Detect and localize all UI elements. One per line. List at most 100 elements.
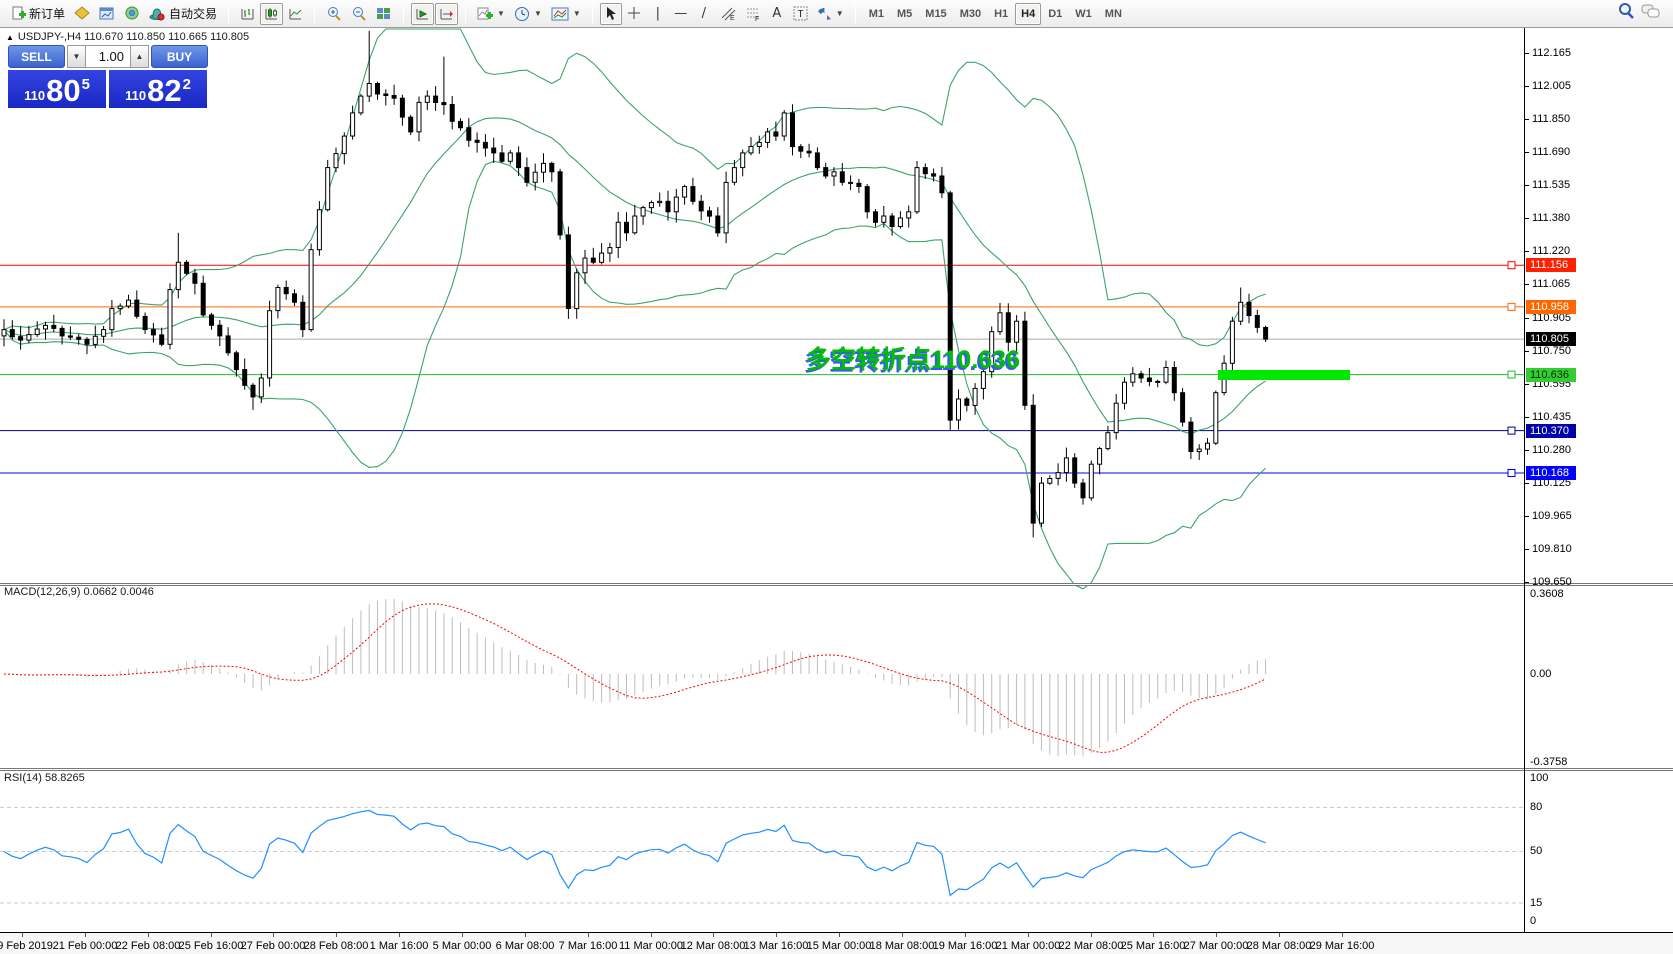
rsi-tick-label: 50 [1530, 845, 1543, 857]
volume-increase-button[interactable]: ▲ [130, 45, 149, 68]
text-label-button[interactable]: T [789, 3, 813, 25]
text-button[interactable]: A [772, 6, 782, 21]
price-tick-label: 111.850 [1532, 113, 1571, 126]
clock-icon [514, 6, 530, 22]
sell-price-prefix: 110 [24, 88, 46, 103]
rsi-tick-label: 15 [1530, 897, 1543, 909]
fibonacci-button[interactable]: F [741, 3, 765, 25]
vertical-line-button[interactable]: | [655, 6, 660, 21]
price-tick-label: 109.965 [1532, 509, 1572, 522]
indicators-button[interactable]: ▼ [473, 3, 509, 25]
timeframe-button-h1[interactable]: H1 [994, 7, 1009, 20]
buy-price-display[interactable]: 110 82 2 [109, 70, 207, 108]
line-chart-button[interactable] [284, 3, 307, 25]
rsi-tick-label: 100 [1530, 772, 1549, 784]
arrows-icon [817, 7, 832, 21]
templates-button[interactable]: ▼ [547, 3, 585, 25]
volume-decrease-button[interactable]: ▼ [67, 45, 86, 68]
macd-pane-separator[interactable] [0, 583, 1673, 586]
sell-price-display[interactable]: 110 80 5 [8, 70, 106, 108]
price-axis-border [1524, 28, 1525, 932]
time-tick-label: 13 Mar 16:00 [743, 940, 809, 952]
macd-tick-label: -0.3758 [1530, 756, 1568, 768]
crosshair-button[interactable] [623, 3, 646, 25]
time-tick-label: 27 Mar 00:00 [1183, 940, 1249, 952]
zoom-out-button[interactable] [347, 3, 371, 25]
timeframe-button-w1[interactable]: W1 [1075, 7, 1092, 20]
time-tick-label: 22 Feb 08:00 [115, 940, 181, 952]
search-icon[interactable] [1617, 2, 1635, 25]
metaeditor-icon [74, 6, 90, 21]
symbol-collapse-icon[interactable]: ▲ [6, 33, 14, 42]
time-tick-label: 28 Mar 08:00 [1246, 940, 1312, 952]
periods-button[interactable]: ▼ [510, 3, 546, 25]
new-order-icon [11, 6, 26, 21]
svg-text:F: F [755, 16, 759, 21]
price-tick-label: 110.435 [1532, 410, 1571, 423]
autoscroll-button[interactable] [411, 2, 435, 25]
cursor-button[interactable] [599, 2, 622, 25]
time-tick-label: 11 Mar 00:00 [618, 940, 684, 952]
time-tick-label: 27 Feb 00:00 [240, 940, 306, 952]
horizontal-line-button[interactable]: — [674, 6, 688, 21]
chat-icon[interactable] [1641, 3, 1661, 24]
time-tick [211, 933, 212, 937]
time-tick-label: 19 Mar 16:00 [932, 940, 998, 952]
volume-input[interactable] [86, 45, 130, 68]
price-level-tag: 110.958 [1526, 299, 1576, 314]
equidistant-channel-button[interactable]: E [716, 3, 740, 25]
time-tick-label: 12 Mar 08:00 [680, 940, 746, 952]
buy-button[interactable]: BUY [151, 45, 208, 68]
signals-button[interactable] [120, 3, 144, 25]
new-chart-button[interactable] [95, 3, 119, 25]
trendline-button[interactable]: / [701, 6, 706, 21]
bar-chart-button[interactable] [236, 3, 259, 25]
timeframe-button-mn[interactable]: MN [1104, 7, 1122, 20]
price-tick [1524, 482, 1529, 484]
time-tick-label: 28 Feb 08:00 [303, 940, 369, 952]
volume-stepper: ▼ ▲ [67, 45, 149, 68]
time-tick-label: 25 Mar 16:00 [1120, 940, 1186, 952]
price-level-tag: 110.168 [1526, 466, 1576, 480]
price-tick [1524, 582, 1529, 583]
timeframe-button-m1[interactable]: M1 [868, 7, 884, 20]
price-level-tag: 110.805 [1526, 332, 1576, 347]
buy-price-prefix: 110 [125, 88, 147, 103]
metaeditor-button[interactable] [70, 3, 94, 25]
time-tick [1153, 933, 1154, 937]
price-tick [1524, 119, 1529, 121]
time-tick-label: 5 Mar 00:00 [432, 940, 492, 952]
time-axis-strip[interactable] [0, 933, 1673, 954]
timeframe-button-m15[interactable]: M15 [925, 7, 947, 20]
bar-chart-icon [240, 6, 255, 21]
price-tick-label: 110.280 [1532, 443, 1571, 456]
thick-trendline[interactable] [1218, 370, 1350, 380]
autotrading-button[interactable]: 自动交易 [145, 3, 221, 25]
autotrading-icon [149, 6, 166, 21]
rsi-pane-separator[interactable] [0, 768, 1673, 771]
new-order-button[interactable]: 新订单 [7, 3, 69, 25]
zoom-in-icon [326, 6, 342, 22]
buy-price-big: 82 [147, 73, 182, 108]
candlestick-chart-button[interactable] [260, 2, 284, 25]
arrows-button[interactable]: ▼ [814, 3, 848, 25]
zoom-in-button[interactable] [322, 3, 346, 25]
time-tick [902, 933, 903, 937]
chart-shift-icon [439, 6, 454, 21]
timeframe-button-m30[interactable]: M30 [959, 7, 982, 20]
candlestick-icon [264, 6, 279, 21]
price-tick [1524, 152, 1529, 154]
chart-shift-button[interactable] [435, 2, 459, 25]
sell-button[interactable]: SELL [8, 45, 65, 68]
time-tick [588, 933, 589, 937]
macd-tick-label: 0.3608 [1530, 588, 1564, 600]
chart-canvas[interactable] [0, 28, 1673, 954]
time-tick [462, 933, 463, 937]
timeframe-button-h4[interactable]: H4 [1015, 2, 1042, 25]
tile-windows-button[interactable] [372, 3, 396, 25]
time-tick-label: 1 Mar 16:00 [369, 940, 429, 952]
timeframe-button-d1[interactable]: D1 [1048, 7, 1063, 20]
timeframe-button-m5[interactable]: M5 [897, 7, 913, 20]
toolbar-group-timeframes: M1 M5 M15 M30 H1 H4 D1 W1 MN [860, 2, 1131, 25]
